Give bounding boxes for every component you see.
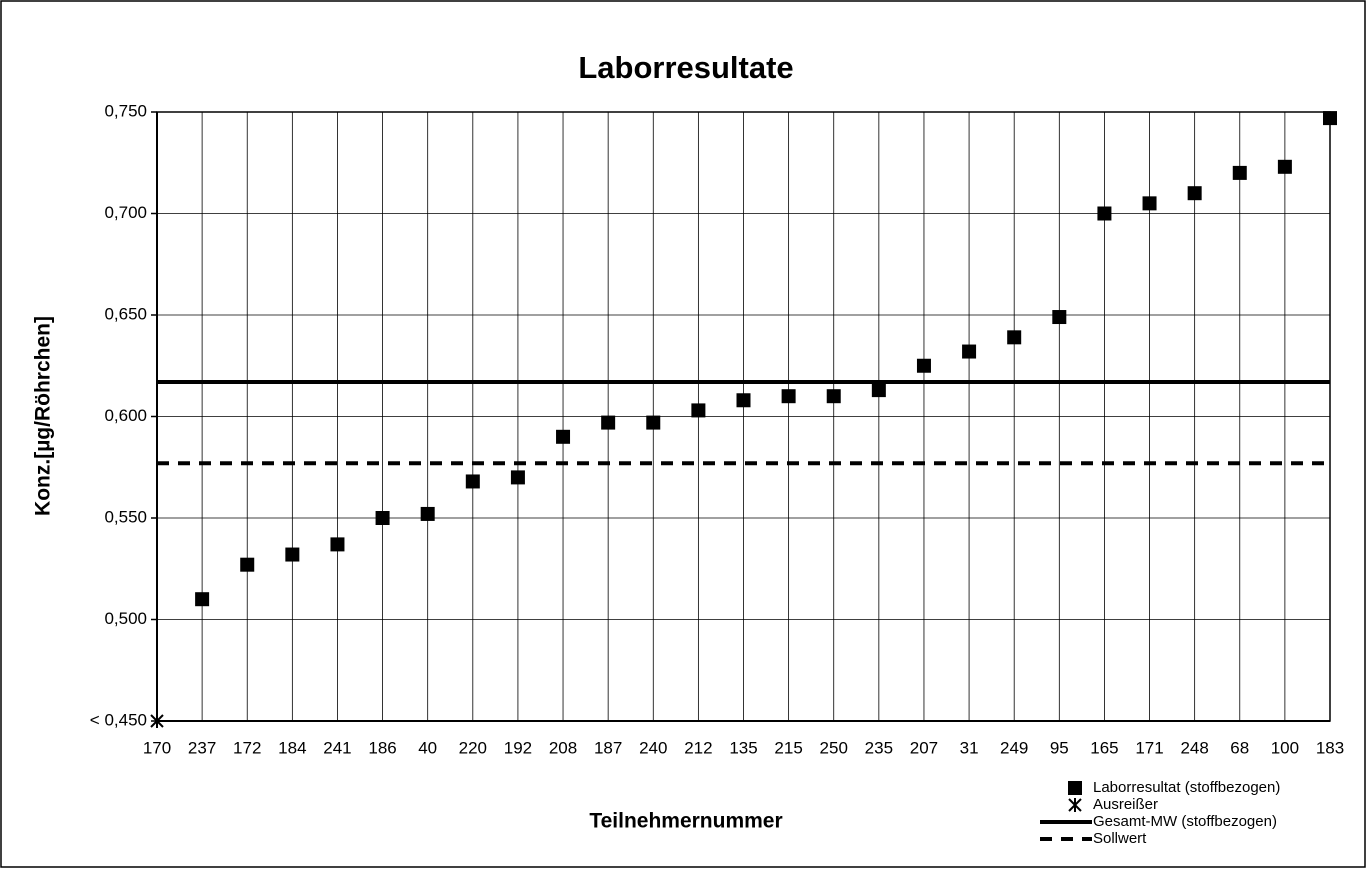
x-tick-label: 250 bbox=[820, 738, 848, 757]
x-tick-label: 184 bbox=[278, 738, 306, 757]
x-tick-label: 192 bbox=[504, 738, 532, 757]
x-tick-label: 237 bbox=[188, 738, 216, 757]
x-tick-label: 171 bbox=[1135, 738, 1163, 757]
data-point bbox=[1097, 206, 1112, 221]
x-tick-label: 240 bbox=[639, 738, 667, 757]
data-point bbox=[240, 557, 255, 572]
data-point bbox=[781, 389, 796, 404]
y-tick-label: 0,700 bbox=[104, 203, 147, 222]
x-tick-label: 100 bbox=[1271, 738, 1299, 757]
data-point bbox=[1232, 165, 1247, 180]
legend-marker bbox=[1068, 781, 1082, 795]
data-point bbox=[916, 358, 931, 373]
data-point bbox=[285, 547, 300, 562]
y-tick-label: 0,500 bbox=[104, 609, 147, 628]
x-tick-label: 165 bbox=[1090, 738, 1118, 757]
x-tick-label: 31 bbox=[960, 738, 979, 757]
legend-marker bbox=[1068, 798, 1082, 812]
x-tick-label: 207 bbox=[910, 738, 938, 757]
data-point bbox=[646, 415, 661, 430]
x-tick-label: 212 bbox=[684, 738, 712, 757]
data-point bbox=[736, 393, 751, 408]
legend-label: Ausreißer bbox=[1093, 796, 1158, 813]
y-tick-label: < 0,450 bbox=[90, 710, 147, 729]
x-tick-label: 172 bbox=[233, 738, 261, 757]
data-point bbox=[601, 415, 616, 430]
x-tick-label: 186 bbox=[368, 738, 396, 757]
x-tick-label: 208 bbox=[549, 738, 577, 757]
outlier-point bbox=[150, 714, 164, 728]
data-point bbox=[1052, 310, 1067, 325]
data-point bbox=[1142, 196, 1157, 211]
data-point bbox=[826, 389, 841, 404]
x-tick-label: 40 bbox=[418, 738, 437, 757]
x-tick-label: 220 bbox=[459, 738, 487, 757]
legend-label: Laborresultat (stoffbezogen) bbox=[1093, 779, 1280, 796]
legend-label: Gesamt-MW (stoffbezogen) bbox=[1093, 813, 1277, 830]
data-point bbox=[1277, 159, 1292, 174]
x-tick-label: 248 bbox=[1180, 738, 1208, 757]
x-tick-label: 215 bbox=[774, 738, 802, 757]
y-tick-label: 0,600 bbox=[104, 406, 147, 425]
data-point bbox=[691, 403, 706, 418]
data-point bbox=[375, 511, 390, 525]
y-tick-label: 0,750 bbox=[104, 101, 147, 120]
data-point bbox=[1007, 330, 1022, 345]
legend-label: Sollwert bbox=[1093, 830, 1147, 847]
x-tick-label: 187 bbox=[594, 738, 622, 757]
data-point bbox=[195, 592, 210, 607]
x-tick-label: 68 bbox=[1230, 738, 1249, 757]
data-point bbox=[1187, 186, 1202, 201]
data-point bbox=[962, 344, 977, 359]
data-point bbox=[330, 537, 345, 552]
y-tick-label: 0,650 bbox=[104, 304, 147, 323]
x-tick-label: 170 bbox=[143, 738, 171, 757]
data-point bbox=[871, 383, 886, 398]
x-tick-label: 135 bbox=[729, 738, 757, 757]
x-axis-label: Teilnehmernummer bbox=[589, 810, 782, 833]
x-tick-label: 235 bbox=[865, 738, 893, 757]
x-tick-label: 183 bbox=[1316, 738, 1344, 757]
data-point bbox=[420, 506, 435, 521]
chart-title: Laborresultate bbox=[578, 50, 793, 85]
data-point bbox=[1323, 111, 1337, 126]
x-tick-label: 95 bbox=[1050, 738, 1069, 757]
x-tick-label: 241 bbox=[323, 738, 351, 757]
data-point bbox=[510, 470, 525, 485]
x-tick-label: 249 bbox=[1000, 738, 1028, 757]
y-tick-label: 0,550 bbox=[104, 507, 147, 526]
data-point bbox=[465, 474, 480, 489]
data-point bbox=[556, 429, 571, 444]
y-axis-label: Konz.[µg/Röhrchen] bbox=[32, 316, 55, 516]
